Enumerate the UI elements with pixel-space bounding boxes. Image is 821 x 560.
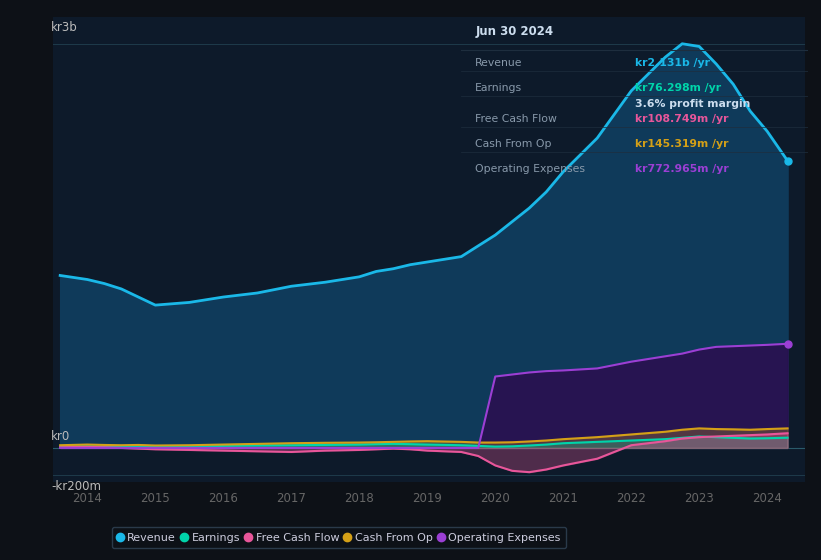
Text: kr0: kr0 [51,430,71,444]
Text: Operating Expenses: Operating Expenses [475,164,585,174]
Text: kr108.749m /yr: kr108.749m /yr [635,114,728,124]
Text: kr76.298m /yr: kr76.298m /yr [635,83,721,93]
Text: -kr200m: -kr200m [51,479,101,492]
Text: kr145.319m /yr: kr145.319m /yr [635,139,728,149]
Text: Jun 30 2024: Jun 30 2024 [475,25,553,38]
Legend: Revenue, Earnings, Free Cash Flow, Cash From Op, Operating Expenses: Revenue, Earnings, Free Cash Flow, Cash … [112,527,566,548]
Text: kr2.131b /yr: kr2.131b /yr [635,58,709,68]
Text: 3.6% profit margin: 3.6% profit margin [635,99,750,109]
Text: kr3b: kr3b [51,21,78,35]
Text: Cash From Op: Cash From Op [475,139,552,149]
Text: Free Cash Flow: Free Cash Flow [475,114,557,124]
Text: kr772.965m /yr: kr772.965m /yr [635,164,728,174]
Text: Earnings: Earnings [475,83,522,93]
Text: Revenue: Revenue [475,58,523,68]
